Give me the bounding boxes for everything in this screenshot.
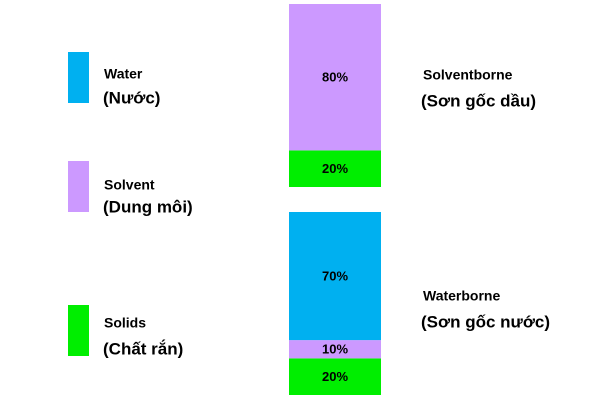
- legend-translation: (Chất rắn): [103, 339, 183, 358]
- legend-swatch: [68, 305, 89, 356]
- legend-translation: (Dung môi): [103, 197, 193, 216]
- legend-label: Water: [104, 66, 143, 82]
- bar-segment: [289, 150, 381, 187]
- category-label: Solventborne: [423, 67, 513, 83]
- legend-translation: (Nước): [103, 88, 160, 107]
- category-translation: (Sơn gốc dầu): [421, 91, 536, 110]
- legend-label: Solids: [104, 315, 146, 331]
- bar-segment: [289, 4, 381, 151]
- value-label: 20%: [322, 369, 348, 384]
- value-label: 70%: [322, 268, 348, 283]
- bar-segment: [289, 340, 381, 359]
- bar-segment: [289, 212, 381, 341]
- value-label: 10%: [322, 342, 348, 357]
- legend-swatch: [68, 52, 89, 103]
- category-label: Waterborne: [423, 288, 500, 304]
- bar-segment: [289, 358, 381, 395]
- legend-swatch: [68, 161, 89, 212]
- legend-label: Solvent: [104, 177, 155, 193]
- value-label: 80%: [322, 70, 348, 85]
- category-translation: (Sơn gốc nước): [421, 312, 550, 331]
- value-label: 20%: [322, 161, 348, 176]
